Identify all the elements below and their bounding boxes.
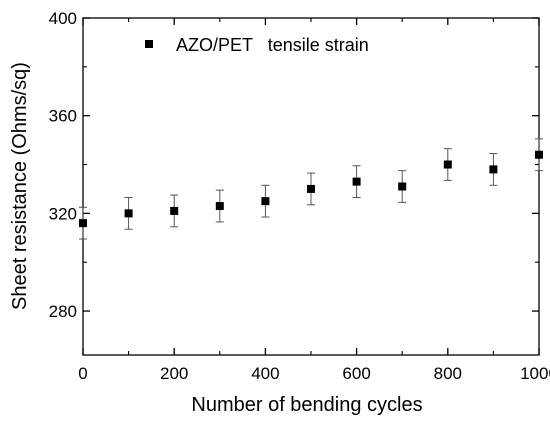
y-tick-label: 280 [49, 302, 77, 321]
point-marker [443, 160, 452, 169]
legend-label: AZO/PET tensile strain [176, 35, 369, 55]
x-tick-label: 200 [160, 364, 188, 383]
point-marker [124, 209, 133, 218]
axis-ticks [82, 17, 540, 355]
point-marker [489, 165, 498, 174]
x-tick-label: 400 [251, 364, 279, 383]
y-tick-label: 320 [49, 204, 77, 223]
y-tick-label: 360 [49, 107, 77, 126]
x-axis-title: Number of bending cycles [191, 394, 422, 416]
x-tick-label: 800 [434, 364, 462, 383]
data-point [124, 196, 133, 230]
data-point [170, 194, 179, 228]
data-point [79, 206, 87, 240]
data-point [352, 165, 361, 198]
data-point [489, 153, 498, 186]
point-marker [398, 182, 407, 191]
point-marker [215, 202, 224, 211]
point-marker [261, 197, 270, 206]
point-marker [79, 219, 87, 228]
point-marker [170, 206, 179, 215]
data-point [307, 172, 315, 206]
y-axis-title: Sheet resistance (Ohms/sq) [9, 62, 31, 310]
x-tick-label: 0 [78, 364, 87, 383]
data-point [443, 148, 452, 181]
point-marker [307, 184, 315, 193]
legend: AZO/PET tensile strain [145, 35, 369, 55]
data-point [398, 170, 407, 203]
data-point [261, 184, 270, 218]
point-marker [535, 150, 543, 159]
data-points [79, 138, 543, 240]
data-point [215, 189, 224, 223]
legend-marker [145, 40, 153, 48]
point-marker [352, 177, 361, 186]
x-tick-label: 600 [342, 364, 370, 383]
x-tick-label: 1000 [520, 364, 550, 383]
y-tick-label: 400 [49, 9, 77, 28]
data-point [535, 138, 543, 172]
axis-tick-labels: 0 200 400 600 800 1000 280 320 360 400 [49, 9, 550, 383]
